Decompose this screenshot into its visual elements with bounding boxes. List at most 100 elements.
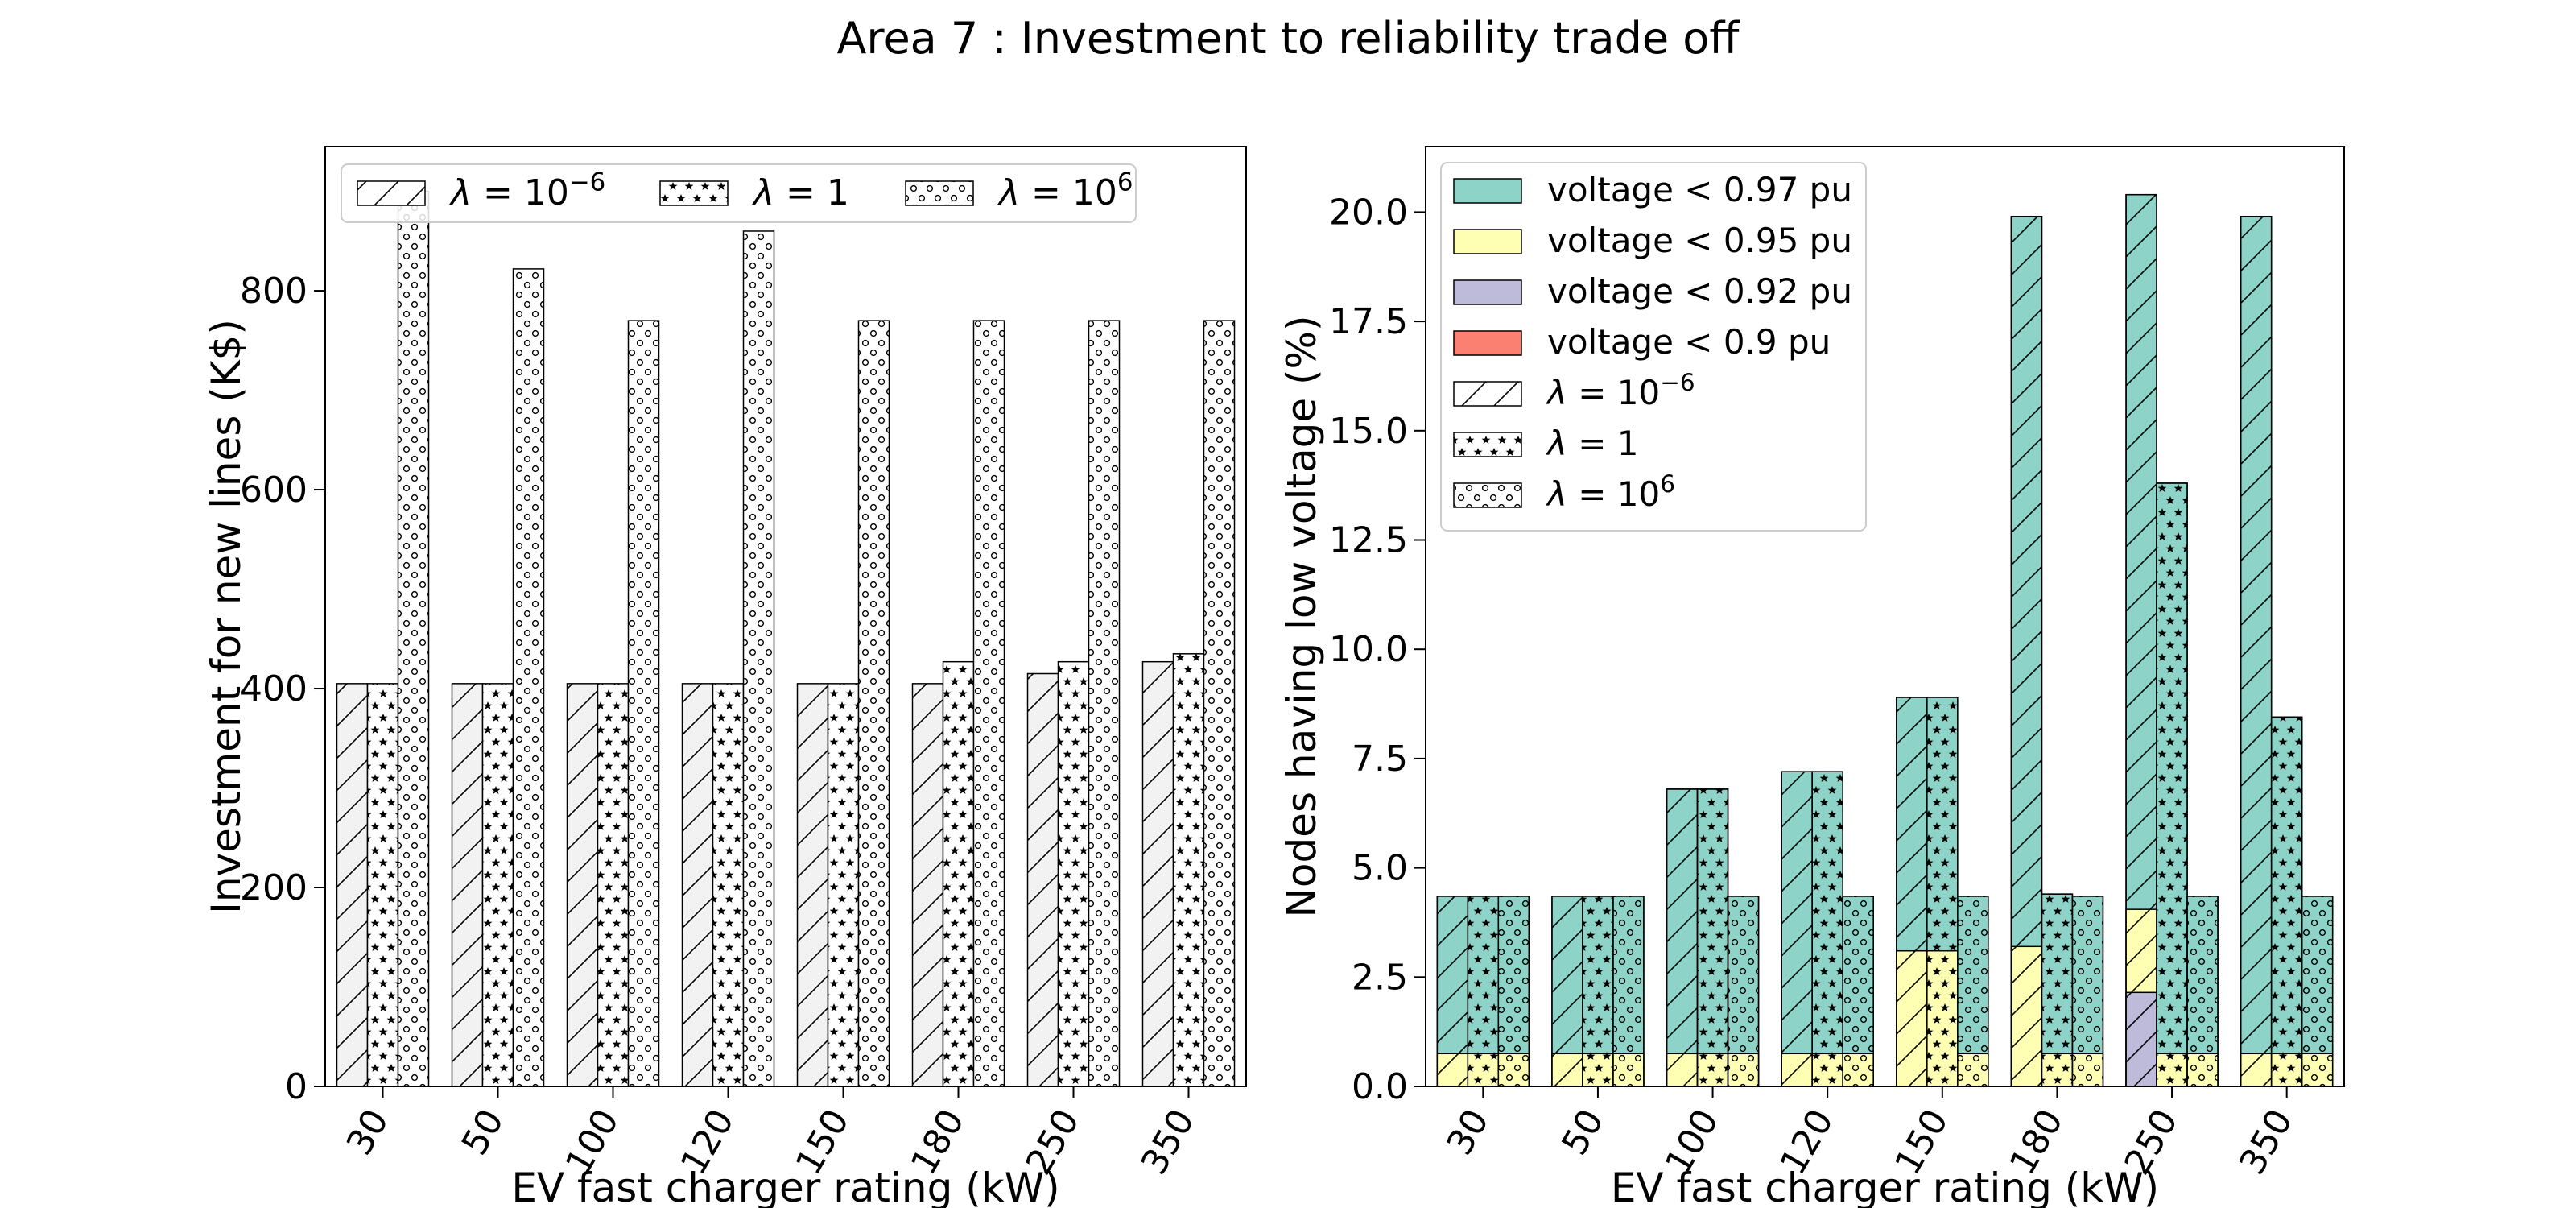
x-tick-label: 350 — [1133, 1103, 1203, 1181]
legend-swatch-hatch — [357, 180, 426, 206]
bar-hatch — [1727, 896, 1760, 1087]
bar-hatch — [366, 683, 399, 1087]
legend-frame — [341, 163, 1137, 223]
x-tick-label: 50 — [1554, 1103, 1612, 1162]
bar-hatch — [712, 683, 745, 1087]
bar-hatch — [1696, 788, 1729, 1087]
x-tick-label: 50 — [454, 1103, 512, 1162]
bar-hatch — [2270, 716, 2303, 1087]
legend-frame — [1440, 162, 1867, 532]
bar-hatch — [2186, 896, 2219, 1087]
y-tick-label: 200 — [240, 867, 308, 908]
legend-item: λ = 10−6 — [357, 168, 605, 213]
bar-hatch — [1666, 788, 1699, 1087]
legend-label: λ = 106 — [1546, 470, 1675, 514]
y-tick-label: 0.0 — [1352, 1066, 1408, 1107]
bar-hatch — [1141, 660, 1174, 1087]
legend-label: λ = 1 — [1546, 424, 1638, 463]
y-tick-label: 15.0 — [1329, 411, 1408, 452]
bar-hatch — [1551, 896, 1583, 1087]
y-tick-label: 10.0 — [1329, 629, 1408, 670]
y-tick-label: 7.5 — [1352, 738, 1408, 780]
plot-frame — [324, 146, 1247, 1087]
bar-hatch — [2156, 482, 2188, 1087]
low-voltage-chart: 0.02.55.07.510.012.515.017.520.030 50 100 1… — [1278, 146, 2345, 1208]
bar-hatch — [2041, 893, 2074, 1087]
legend-label: λ = 106 — [997, 168, 1133, 213]
bar-hatch — [2071, 896, 2104, 1087]
legend: voltage < 0.97 pu voltage < 0.95 pu voltag… — [1440, 162, 1867, 532]
legend-label: voltage < 0.9 pu — [1547, 322, 1831, 362]
bar-hatch — [1896, 697, 1928, 1087]
y-tick-label: 12.5 — [1329, 520, 1408, 561]
legend-label: voltage < 0.95 pu — [1547, 221, 1852, 260]
bar-hatch — [2125, 193, 2157, 1087]
bar-hatch — [1026, 672, 1059, 1087]
legend-swatch-hatch — [1453, 432, 1522, 457]
bar-hatch — [1612, 896, 1645, 1087]
legend-swatch-hatch — [1453, 482, 1522, 508]
bar-hatch — [1811, 771, 1843, 1087]
bar-hatch — [1781, 771, 1813, 1087]
legend-swatch — [1453, 229, 1522, 254]
x-tick-label: 30 — [1439, 1103, 1497, 1162]
legend-label: λ = 10−6 — [449, 168, 605, 213]
bar-hatch — [1057, 660, 1090, 1087]
bar-hatch — [566, 683, 599, 1087]
bar-hatch — [2010, 216, 2043, 1087]
y-tick-label: 800 — [240, 271, 308, 312]
y-tick-label: 2.5 — [1352, 957, 1408, 998]
x-axis-label: EV fast charger rating (kW) — [511, 1165, 1059, 1208]
bar-hatch — [627, 320, 660, 1087]
bar-hatch — [481, 683, 514, 1087]
y-tick-label: 17.5 — [1329, 301, 1408, 342]
y-tick-label: 5.0 — [1352, 848, 1408, 889]
bar-hatch — [1957, 896, 1989, 1087]
bar-hatch — [911, 683, 944, 1087]
bar-hatch — [597, 683, 630, 1087]
legend-swatch-hatch — [1453, 381, 1522, 407]
bar-hatch — [972, 320, 1005, 1087]
x-tick-label: 350 — [2231, 1103, 2301, 1181]
y-axis-label: Investment for new lines (K$) — [203, 319, 250, 914]
legend-item: λ = 1 — [1453, 424, 1638, 463]
bar-hatch — [2301, 896, 2334, 1087]
bar-hatch — [512, 268, 545, 1087]
y-axis-label: Nodes having low voltage (%) — [1278, 315, 1325, 917]
plot-frame — [1425, 146, 2345, 1087]
bar-hatch — [742, 230, 775, 1087]
bar-hatch — [857, 320, 890, 1087]
bar-hatch — [1203, 320, 1236, 1087]
bar-hatch — [796, 683, 829, 1087]
bar-hatch — [681, 683, 714, 1087]
legend-item: λ = 106 — [905, 168, 1133, 213]
bar-hatch — [2240, 216, 2273, 1087]
x-tick-label: 30 — [339, 1103, 397, 1162]
legend-swatch — [1453, 330, 1522, 356]
y-tick-label: 0 — [285, 1066, 308, 1107]
legend-item: λ = 10−6 — [1453, 369, 1695, 412]
legend-label: voltage < 0.97 pu — [1547, 170, 1852, 209]
bar-hatch — [1467, 896, 1500, 1087]
y-tick-label: 20.0 — [1329, 192, 1408, 233]
y-tick-label: 600 — [240, 470, 308, 511]
bar-hatch — [451, 683, 484, 1087]
legend-item: voltage < 0.95 pu — [1453, 221, 1852, 260]
legend-item: voltage < 0.97 pu — [1453, 170, 1852, 209]
legend-swatch — [1453, 279, 1522, 305]
legend-swatch-hatch — [905, 180, 974, 206]
bar-hatch — [1436, 896, 1469, 1087]
figure-title: Area 7 : Investment to reliability trade… — [836, 13, 1740, 64]
legend: λ = 10−6 λ = 1 λ = 106 — [341, 163, 1137, 223]
bar-hatch — [397, 190, 430, 1087]
x-axis-label: EV fast charger rating (kW) — [1611, 1165, 2159, 1208]
y-tick-label: 400 — [240, 668, 308, 709]
legend-swatch-hatch — [659, 180, 729, 206]
bar-hatch — [942, 660, 975, 1087]
bar-hatch — [1842, 896, 1874, 1087]
bar-hatch — [1582, 896, 1614, 1087]
legend-label: voltage < 0.92 pu — [1547, 271, 1852, 311]
legend-item: λ = 106 — [1453, 470, 1675, 514]
bar-hatch — [336, 683, 369, 1087]
